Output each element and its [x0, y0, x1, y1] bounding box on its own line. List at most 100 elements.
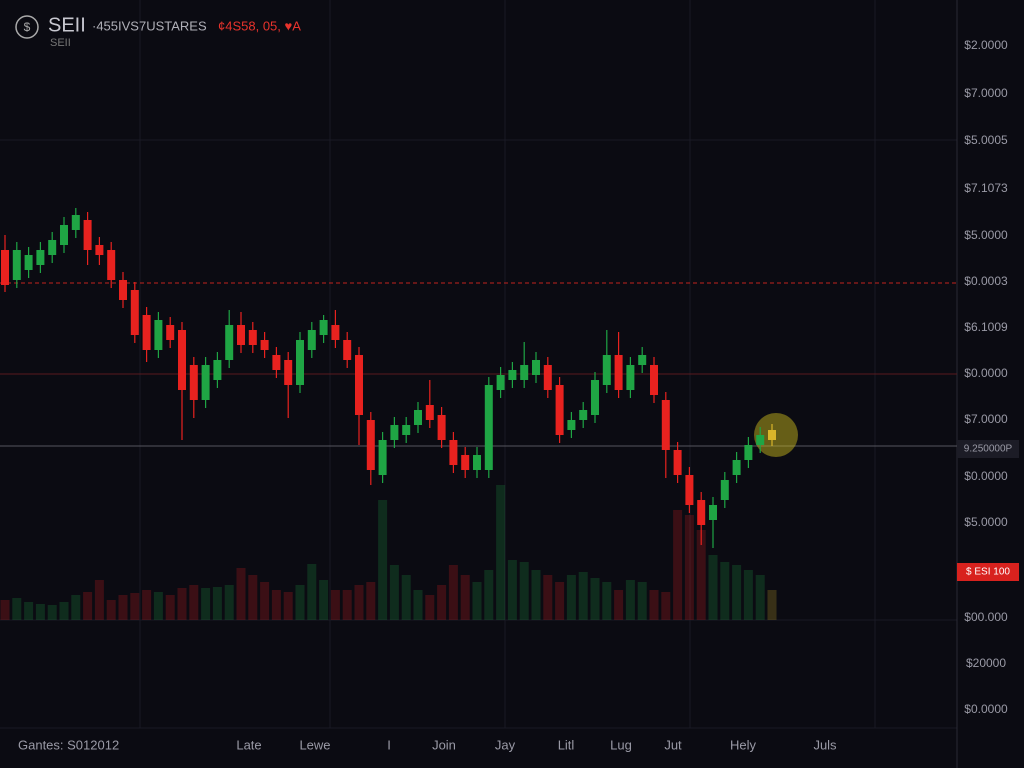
candle-body [284, 360, 293, 385]
volume-bar [224, 585, 234, 620]
candle-body [484, 385, 493, 470]
volume-bar [47, 605, 57, 620]
volume-bar [24, 602, 34, 620]
volume-bar [767, 590, 777, 620]
volume-bar [743, 570, 753, 620]
candle-body [95, 245, 104, 255]
candle-body [201, 365, 210, 400]
volume-bar [732, 565, 742, 620]
candle-body [260, 340, 269, 350]
candle-body [71, 215, 80, 230]
candle-body [720, 480, 729, 500]
candle-body [178, 330, 186, 390]
candle-body [685, 475, 694, 505]
x-label: Juls [813, 737, 837, 752]
volume-bar [165, 595, 175, 620]
candle-body [272, 355, 281, 370]
price-label: $7.0000 [964, 86, 1008, 100]
volume-bar [484, 570, 494, 620]
candle-body [744, 445, 753, 460]
price-label: $5.0000 [964, 228, 1008, 242]
candle-body [319, 320, 328, 335]
volume-bar [684, 515, 694, 620]
x-label: Gantes: S012012 [18, 737, 119, 752]
volume-bar [330, 590, 340, 620]
candle-body [390, 425, 399, 440]
volume-bar [189, 585, 199, 620]
candle-body [107, 250, 116, 280]
candle-body [673, 450, 682, 475]
volume-bar [496, 485, 506, 620]
price-label: $0.0000 [964, 702, 1008, 716]
x-label: I [387, 737, 391, 752]
x-label: Hely [730, 737, 757, 752]
volume-bar [307, 564, 317, 620]
price-label: 9.250000P [964, 444, 1013, 455]
volume-bar [696, 530, 706, 620]
volume-bar [578, 572, 588, 620]
volume-bar [283, 592, 293, 620]
grid [0, 0, 957, 729]
candle-body [142, 315, 151, 350]
volume-bar [354, 585, 364, 620]
volume-bar [35, 604, 45, 620]
x-label: Join [432, 737, 456, 752]
volume-bar [472, 582, 482, 620]
volume-bar [295, 585, 305, 620]
price-label: $7.1073 [964, 181, 1008, 195]
logo [15, 15, 39, 39]
candle-body [378, 440, 387, 475]
candle-body [166, 325, 175, 340]
candle-body [60, 225, 68, 245]
volume-bar [413, 590, 423, 620]
candle-body [225, 325, 234, 360]
candle-body [189, 365, 198, 400]
x-labels: Gantes: S012012 Late Lewe I Join Jay Lit… [18, 737, 837, 752]
volume-bar [342, 590, 352, 620]
price-label: $5.0000 [964, 515, 1008, 529]
price-label: $ ESI 100 [966, 567, 1010, 578]
volume-bar [59, 602, 69, 620]
price-label: $0.0003 [964, 274, 1008, 288]
volume-bar [118, 595, 128, 620]
candle-body [402, 425, 411, 435]
symbol: SEII [48, 14, 86, 36]
volume-bar [401, 575, 411, 620]
volume-bar [543, 575, 553, 620]
candle-body [296, 340, 304, 385]
price-label: $0.0000 [964, 469, 1008, 483]
volume-bar [94, 580, 104, 620]
price-label: $00.000 [964, 610, 1008, 624]
candle-body [331, 325, 340, 340]
volume-bar [673, 510, 683, 620]
volume-bar [566, 575, 576, 620]
candle-body [343, 340, 352, 360]
candle-body [520, 365, 529, 380]
volume-bar [71, 595, 81, 620]
volume-bar [130, 593, 140, 620]
volume-bar [236, 568, 246, 620]
volume-bar [378, 500, 388, 620]
candle-body [614, 355, 623, 390]
volume-bar [708, 555, 718, 620]
candle-body [1, 250, 9, 285]
volume-bar [555, 582, 565, 620]
candle-body [602, 355, 611, 385]
candle-body [697, 500, 706, 525]
candle-body [591, 380, 599, 415]
volume-bar [602, 582, 612, 620]
volume-bar [153, 592, 163, 620]
volume-bar [106, 600, 116, 620]
volume-bar [614, 590, 624, 620]
candle-body [473, 455, 481, 470]
volume-bar [12, 598, 22, 620]
candle-body [638, 355, 647, 365]
candle-body [496, 375, 505, 390]
candle-body [756, 435, 765, 445]
candle-body [650, 365, 658, 395]
x-label: Jut [664, 737, 682, 752]
x-label: Lug [610, 737, 632, 752]
volume-bar [531, 570, 541, 620]
candle-body [83, 220, 92, 250]
